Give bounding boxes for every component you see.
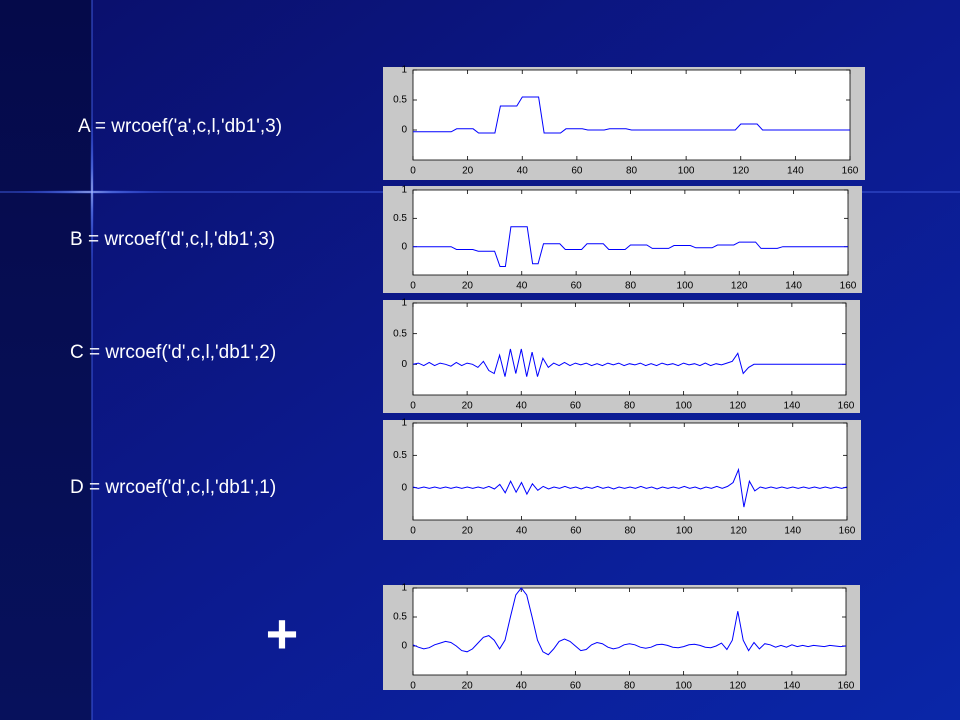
x-tick-label: 140 <box>784 401 801 412</box>
x-tick-label: 120 <box>730 526 747 537</box>
y-tick-label: 1 <box>401 583 407 594</box>
signal-line <box>412 587 847 656</box>
x-tick-label: 60 <box>570 526 582 537</box>
plot-area <box>412 587 847 676</box>
y-tick-label: 0 <box>401 359 407 370</box>
x-tick-label: 140 <box>787 166 804 177</box>
formula: B = wrcoef('d',c,l,'db1',3) <box>70 229 275 250</box>
x-tick-label: 60 <box>570 681 582 692</box>
x-tick-label: 0 <box>410 401 416 412</box>
plot-area <box>412 422 848 521</box>
x-tick-label: 100 <box>676 526 693 537</box>
x-tick-label: 80 <box>625 281 637 292</box>
x-tick-label: 0 <box>410 166 416 177</box>
y-tick-label: 0.5 <box>393 450 407 461</box>
x-tick-label: 100 <box>675 401 692 412</box>
x-tick-label: 0 <box>410 681 416 692</box>
x-tick-label: 20 <box>462 166 474 177</box>
x-tick-label: 20 <box>462 401 474 412</box>
flare <box>90 110 94 270</box>
plot-area <box>412 69 851 161</box>
signal-line <box>412 467 848 508</box>
x-tick-label: 120 <box>729 401 746 412</box>
x-tick-label: 140 <box>785 281 802 292</box>
x-tick-label: 80 <box>624 526 636 537</box>
x-tick-label: 160 <box>839 526 856 537</box>
x-tick-label: 120 <box>729 681 746 692</box>
x-tick-label: 40 <box>516 281 528 292</box>
formula: C = wrcoef('d',c,l,'db1',2) <box>70 342 276 363</box>
x-tick-label: 100 <box>675 681 692 692</box>
x-tick-label: 60 <box>571 166 583 177</box>
x-tick-label: 0 <box>410 526 416 537</box>
x-tick-label: 120 <box>732 166 749 177</box>
x-tick-label: 120 <box>731 281 748 292</box>
x-tick-label: 140 <box>784 681 801 692</box>
formula: D = wrcoef('d',c,l,'db1',1) <box>70 477 276 498</box>
x-tick-label: 40 <box>516 681 528 692</box>
x-tick-label: 160 <box>840 281 857 292</box>
y-tick-label: 0 <box>401 482 407 493</box>
x-tick-label: 20 <box>462 526 474 537</box>
y-tick-label: 0.5 <box>393 612 407 623</box>
x-tick-label: 60 <box>571 281 583 292</box>
x-tick-label: 100 <box>677 281 694 292</box>
y-tick-label: 0 <box>401 241 407 252</box>
y-tick-label: 1 <box>401 185 407 196</box>
y-tick-label: 0.5 <box>393 328 407 339</box>
formulas: A = wrcoef('a',c,l,'db1',3) B = wrcoef('d… <box>70 116 298 665</box>
y-tick-label: 0.5 <box>393 95 407 106</box>
signal-line <box>413 96 850 134</box>
x-tick-label: 40 <box>516 526 528 537</box>
signal-line <box>412 348 846 377</box>
x-tick-label: 100 <box>678 166 695 177</box>
left-strip <box>0 0 92 720</box>
x-tick-label: 40 <box>516 401 528 412</box>
rule <box>91 0 93 720</box>
y-tick-label: 1 <box>401 65 407 76</box>
x-tick-label: 20 <box>462 281 474 292</box>
x-tick-label: 80 <box>624 681 636 692</box>
x-tick-label: 40 <box>517 166 529 177</box>
x-tick-label: 160 <box>838 681 855 692</box>
formula: A = wrcoef('a',c,l,'db1',3) <box>78 116 282 137</box>
y-tick-label: 1 <box>401 418 407 429</box>
signal-line <box>413 226 848 267</box>
y-tick-label: 0 <box>401 125 407 136</box>
x-tick-label: 80 <box>624 401 636 412</box>
x-tick-label: 160 <box>838 401 855 412</box>
y-tick-label: 1 <box>401 298 407 309</box>
x-tick-label: 60 <box>570 401 582 412</box>
x-tick-label: 80 <box>626 166 638 177</box>
x-tick-label: 20 <box>462 681 474 692</box>
x-tick-label: 160 <box>842 166 859 177</box>
plus-sign: + <box>266 602 299 665</box>
x-tick-label: 0 <box>410 281 416 292</box>
plot-area <box>412 189 849 276</box>
y-tick-label: 0 <box>401 641 407 652</box>
y-tick-label: 0.5 <box>393 213 407 224</box>
plot-area <box>412 302 847 396</box>
x-tick-label: 140 <box>784 526 801 537</box>
